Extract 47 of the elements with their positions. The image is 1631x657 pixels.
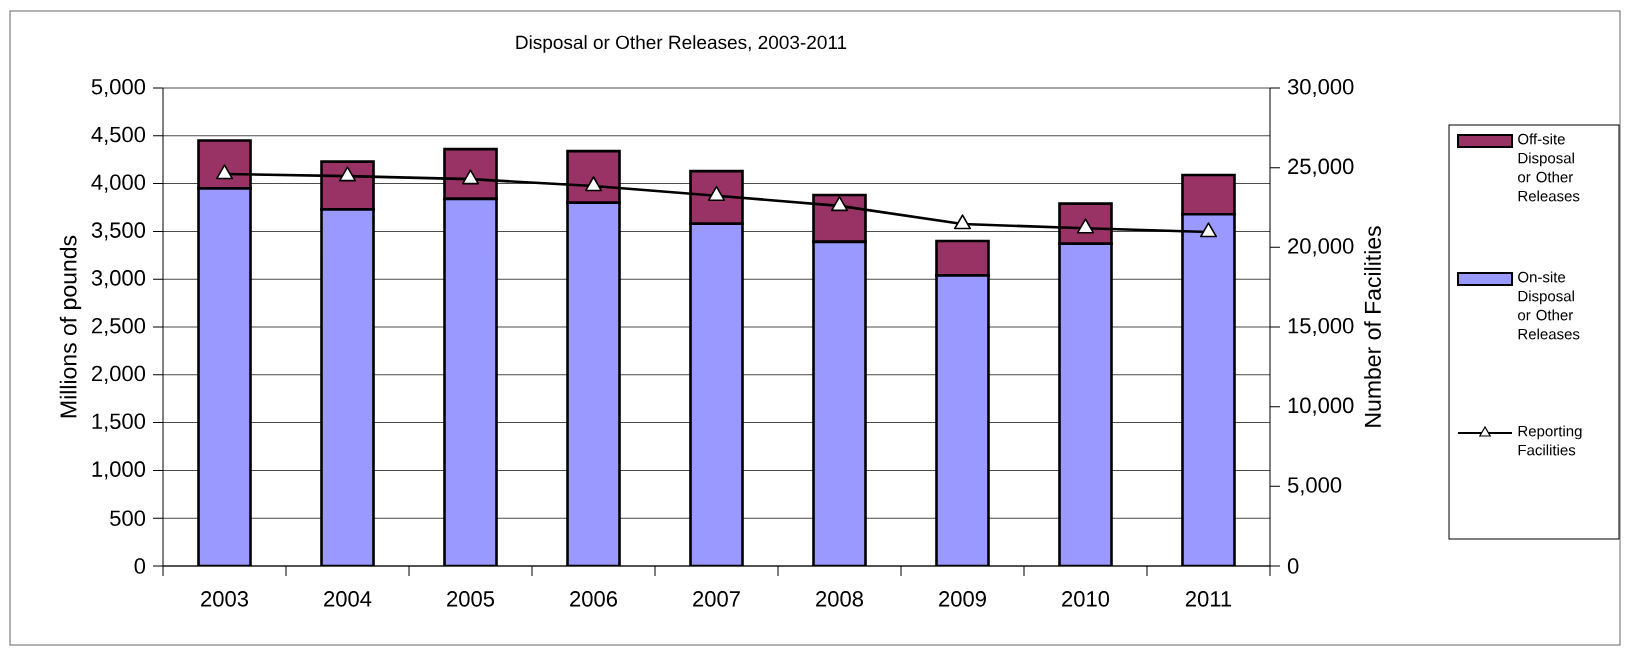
y-tick-label: 5,000 — [91, 78, 146, 98]
y-tick-label: 4,500 — [91, 126, 146, 145]
y2-tick-label: 15,000 — [1288, 317, 1354, 337]
bar — [935, 274, 990, 566]
y2-tick-label: 5,000 — [1287, 477, 1342, 496]
bar — [1181, 212, 1236, 566]
x-tick-label: 2007 — [693, 591, 740, 607]
y2-tick-label: 30,000 — [1287, 78, 1354, 98]
y2-tick-label: 10,000 — [1288, 397, 1354, 416]
bar — [812, 240, 867, 566]
y-tick-label: 1,000 — [92, 461, 146, 480]
x-tick-label: 2005 — [447, 591, 495, 607]
y-tick-label: 2,500 — [91, 317, 146, 337]
chart-title: Disposal or Other Releases, 2003-2011 — [516, 35, 847, 53]
y-tick-label: 500 — [110, 510, 146, 526]
y-axis-title: Millions of pounds — [59, 235, 82, 418]
y-tick-label: 4,000 — [91, 174, 146, 193]
bar — [1058, 242, 1113, 566]
legend-label: On-site Disposal or Other Releases — [1518, 271, 1580, 340]
bar — [566, 201, 621, 566]
y-tick-label: 0 — [134, 558, 146, 574]
y-tick-label: 1,500 — [92, 413, 146, 432]
bar — [935, 239, 990, 277]
point — [338, 166, 357, 182]
legend-label: Reporting Facilities — [1518, 425, 1582, 456]
legend-label: Off-site Disposal or Other Releases — [1518, 133, 1580, 202]
x-tick-label: 2008 — [816, 591, 863, 607]
point — [953, 214, 972, 230]
bar — [320, 208, 375, 566]
x-tick-label: 2010 — [1062, 591, 1110, 607]
x-tick-label: 2003 — [201, 591, 248, 607]
y-tick-label: 2,000 — [91, 365, 146, 384]
x-tick-label: 2009 — [939, 591, 986, 607]
bar — [197, 187, 252, 566]
y2-tick-label: 0 — [1287, 558, 1299, 574]
y2-tick-label: 25,000 — [1288, 158, 1354, 177]
point — [830, 196, 849, 212]
bar — [443, 197, 498, 566]
y-tick-label: 3,000 — [91, 270, 146, 289]
bar — [689, 222, 744, 566]
point — [1199, 222, 1218, 238]
x-tick-label: 2011 — [1185, 591, 1232, 607]
y2-axis-title: Number of Facilities — [1364, 226, 1381, 427]
x-tick-label: 2004 — [324, 591, 372, 607]
y-tick-label: 3,500 — [91, 222, 146, 241]
y2-tick-label: 20,000 — [1288, 238, 1354, 257]
x-tick-label: 2006 — [570, 591, 617, 607]
